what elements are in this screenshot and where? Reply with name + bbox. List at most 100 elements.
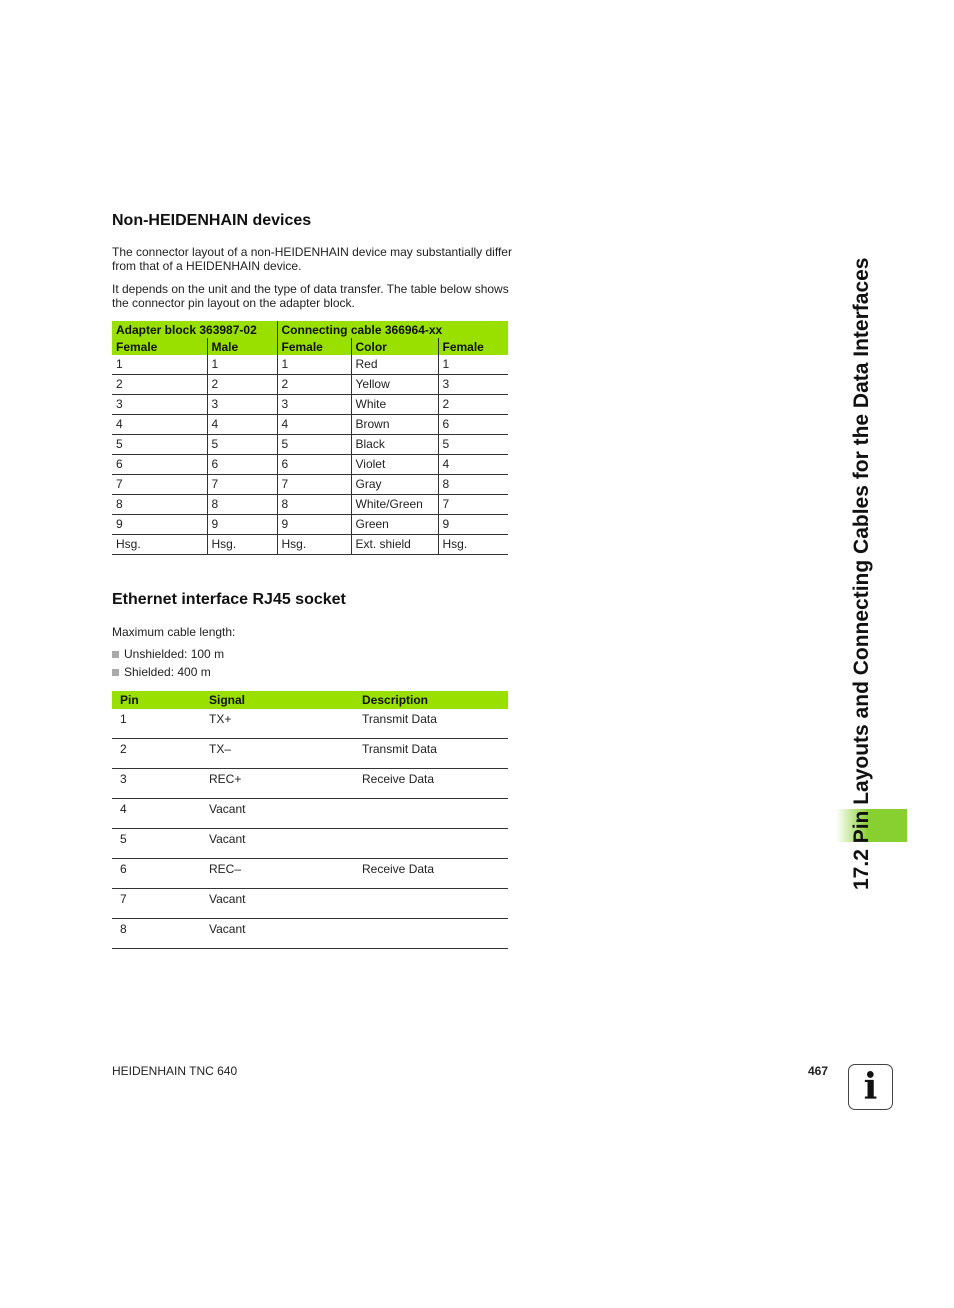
bullet-text: Shielded: 400 m (124, 665, 211, 679)
table-row: 2 2 2 Yellow 3 (112, 374, 508, 395)
table-cell: 9 (437, 514, 508, 535)
section-title: Ethernet interface RJ45 socket (112, 591, 346, 608)
table-cell (362, 798, 508, 829)
info-icon: i (848, 1064, 893, 1110)
table-row: 1 1 1 Red 1 (112, 355, 508, 375)
table-cell: 8 (276, 494, 351, 515)
column-header: Pin (112, 691, 209, 709)
table-cell: 7 (112, 474, 207, 495)
bullet-item: Unshielded: 100 m (112, 647, 224, 661)
table-cell: Transmit Data (362, 709, 508, 739)
table-row: 4 4 4 Brown 6 (112, 414, 508, 435)
bullet-text: Unshielded: 100 m (124, 647, 225, 661)
paragraph: It depends on the unit and the type of d… (112, 282, 509, 310)
rj45-pin-table: Pin Signal Description 1 TX+ Transmit Data… (112, 691, 508, 949)
table-row: 9 9 9 Green 9 (112, 514, 508, 535)
table-cell: Vacant (209, 798, 362, 829)
table-cell: 1 (112, 355, 207, 375)
table-cell (362, 888, 508, 919)
column-header: Female (437, 338, 508, 355)
table-cell: 4 (276, 414, 351, 435)
table-cell: Hsg. (437, 534, 508, 555)
table-cell: 7 (437, 494, 508, 515)
table-cell: 2 (437, 394, 508, 415)
bullet-item: Shielded: 400 m (112, 665, 211, 679)
table-cell: Transmit Data (362, 738, 508, 769)
table-cell: 6 (112, 858, 209, 889)
table-cell: Vacant (209, 888, 362, 919)
table-cell (362, 918, 508, 949)
table-row: 5 Vacant (112, 828, 508, 859)
table-cell: Vacant (209, 828, 362, 859)
column-header: Color (350, 338, 438, 355)
table-cell: 5 (437, 434, 508, 455)
table-cell: 6 (112, 454, 207, 475)
table-cell: 8 (437, 474, 508, 495)
adapter-pin-table: Adapter block 363987-02 Connecting cable… (112, 321, 508, 555)
table-row: 3 REC+ Receive Data (112, 768, 508, 799)
table-cell: 4 (437, 454, 508, 475)
table-row: 7 Vacant (112, 888, 508, 919)
table-cell: 6 (276, 454, 351, 475)
table-cell: 6 (206, 454, 277, 475)
group-header: Connecting cable 366964-xx (276, 321, 508, 338)
table-cell: TX– (209, 738, 362, 769)
table-cell: 8 (112, 494, 207, 515)
page-number: 467 (808, 1064, 829, 1078)
table-cell: 1 (112, 709, 209, 739)
table-cell: Red (350, 355, 438, 375)
table-row: 4 Vacant (112, 798, 508, 829)
table-cell: 8 (206, 494, 277, 515)
table-cell: TX+ (209, 709, 362, 739)
group-header: Adapter block 363987-02 (112, 321, 277, 338)
table-cell: Hsg. (276, 534, 351, 555)
column-header: Male (206, 338, 277, 355)
table-row: 2 TX– Transmit Data (112, 738, 508, 769)
table-cell: 4 (206, 414, 277, 435)
table-cell: 2 (276, 374, 351, 395)
section-title: Non-HEIDENHAIN devices (112, 212, 312, 229)
table-cell: 2 (112, 374, 207, 395)
table-row: 8 Vacant (112, 918, 508, 949)
column-header: Description (362, 691, 508, 709)
table-cell: Hsg. (206, 534, 277, 555)
table-row: 6 6 6 Violet 4 (112, 454, 508, 475)
table-cell: 9 (206, 514, 277, 535)
footer-product: HEIDENHAIN TNC 640 (112, 1064, 238, 1078)
table-cell (362, 828, 508, 859)
table-cell: Vacant (209, 918, 362, 949)
table-cell: Brown (350, 414, 438, 435)
table-cell: 9 (112, 514, 207, 535)
bullet-icon (112, 651, 119, 658)
table-cell: 2 (112, 738, 209, 769)
table-cell: 3 (112, 394, 207, 415)
table-cell: Receive Data (362, 858, 508, 889)
chapter-side-title: 17.2 Pin Layouts and Connecting Cables f… (850, 257, 873, 890)
table-cell: REC– (209, 858, 362, 889)
table-cell: Violet (350, 454, 438, 475)
table-cell: 7 (206, 474, 277, 495)
table-cell: Hsg. (112, 534, 207, 555)
table-row: 1 TX+ Transmit Data (112, 709, 508, 739)
table-cell: 3 (112, 768, 209, 799)
table-row: 5 5 5 Black 5 (112, 434, 508, 455)
table-cell: 5 (276, 434, 351, 455)
table-cell: Receive Data (362, 768, 508, 799)
table-cell: 7 (276, 474, 351, 495)
table-cell: 3 (206, 394, 277, 415)
table-cell: 1 (437, 355, 508, 375)
table-row: 8 8 8 White/Green 7 (112, 494, 508, 515)
table-cell: 8 (112, 918, 209, 949)
table-cell: REC+ (209, 768, 362, 799)
table-cell: Ext. shield (350, 534, 438, 555)
table-cell: 3 (437, 374, 508, 395)
table-cell: 2 (206, 374, 277, 395)
table-cell: 7 (112, 888, 209, 919)
table-cell: 4 (112, 414, 207, 435)
table-cell: 9 (276, 514, 351, 535)
paragraph: The connector layout of a non-HEIDENHAIN… (112, 245, 512, 273)
table-cell: 5 (112, 828, 209, 859)
paragraph: Maximum cable length: (112, 625, 236, 639)
table-row: 6 REC– Receive Data (112, 858, 508, 889)
